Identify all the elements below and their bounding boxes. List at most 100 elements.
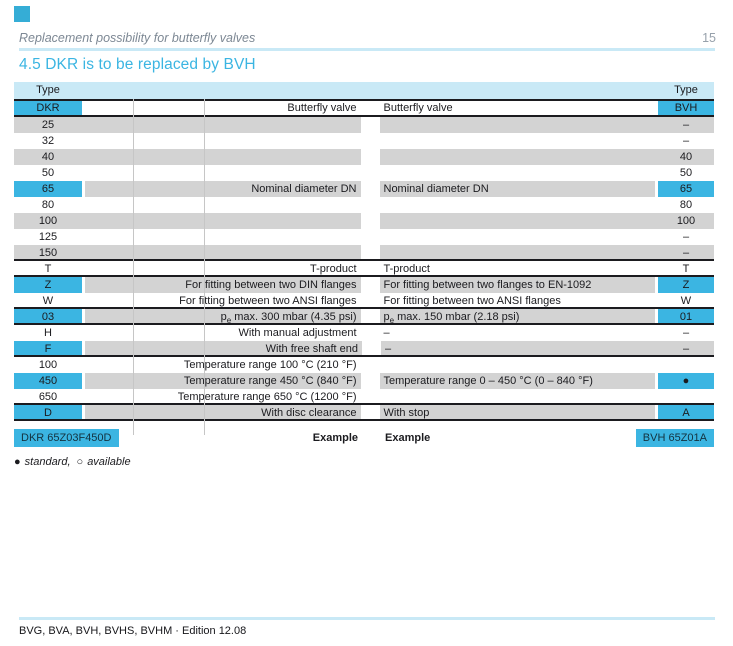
type-label-left: Type: [36, 84, 60, 96]
dkr-code-cell: T: [44, 263, 52, 275]
dkr-description-cell: Nominal diameter DN: [85, 181, 361, 197]
bvh-example-code-badge: BVH 65Z01A: [635, 429, 714, 447]
dkr-description-cell: [82, 149, 361, 165]
dkr-description-cell: For fitting between two ANSI flanges: [179, 295, 357, 307]
dkr-code-cell: 450: [14, 373, 82, 389]
dkr-description-cell: [82, 213, 361, 229]
dkr-code-cell: 65: [14, 181, 82, 197]
desc-text: p: [220, 311, 227, 323]
filled-circle-icon: ●: [14, 456, 21, 468]
table-row: T T-product T-product T: [14, 261, 714, 277]
column-gap: [361, 133, 380, 149]
dkr-code-cell: 650: [38, 391, 58, 403]
dkr-code-cell: 150: [14, 245, 82, 259]
dkr-code-cell: 03: [14, 309, 82, 323]
column-gap: [361, 389, 380, 403]
right-subject-cell: Butterfly valve: [383, 102, 453, 114]
column-gap: [361, 82, 380, 99]
example-label-right: Example: [385, 432, 431, 444]
bvh-description-cell: [380, 389, 659, 403]
bvh-code-cell: Z: [658, 277, 714, 293]
dkr-header-cell: DKR: [14, 101, 82, 115]
empty-cell: [380, 82, 659, 99]
example-label-left: Example: [312, 432, 358, 444]
column-gap: [361, 149, 380, 165]
dkr-description-cell: For fitting between two DIN flanges: [85, 277, 361, 293]
bvh-code-cell: T: [682, 263, 690, 275]
dkr-code-cell: 25: [14, 117, 82, 133]
desc-subscript: e: [389, 316, 395, 323]
bvh-code-cell: 40: [658, 149, 714, 165]
bvh-code-cell: –: [682, 327, 690, 339]
bvh-code-cell: 100: [658, 213, 714, 229]
bvh-code-cell: –: [682, 231, 690, 243]
bvh-description-cell: [379, 245, 658, 259]
dkr-description-cell: With free shaft end: [85, 341, 362, 355]
table-row: 32 –: [14, 133, 714, 149]
dkr-description-cell: Temperature range 450 °C (840 °F): [85, 373, 361, 389]
left-subject-cell: Butterfly valve: [287, 102, 357, 114]
dkr-code-cell: Z: [14, 277, 82, 293]
empty-cell: [82, 82, 361, 99]
column-gap: [361, 229, 380, 245]
table-row: 100 Temperature range 100 °C (210 °F): [14, 357, 714, 373]
dkr-description-cell: [82, 245, 361, 259]
column-gap: [361, 213, 380, 229]
desc-text: p: [383, 311, 390, 323]
dkr-description-cell: [82, 133, 361, 149]
dkr-example-code-badge: DKR 65Z03F450D: [14, 429, 119, 447]
table-row: 03 pe max. 300 mbar (4.35 psi) pe max. 1…: [14, 309, 714, 325]
bvh-code-cell: 01: [658, 309, 714, 323]
bvh-code-cell: –: [658, 117, 714, 133]
example-right-block: Example BVH 65Z01A: [381, 429, 714, 447]
bvh-description-cell: [380, 197, 659, 213]
dkr-description-cell: Temperature range 100 °C (210 °F): [183, 359, 357, 371]
legend-standard-label: standard,: [24, 456, 71, 468]
column-gap: [361, 165, 380, 181]
footer-rule: [19, 617, 715, 620]
section-title: 4.5 DKR is to be replaced by BVH: [19, 56, 256, 73]
bvh-code-cell: A: [658, 405, 714, 419]
example-row: DKR 65Z03F450D Example Example BVH 65Z01…: [14, 429, 714, 447]
column-gap: [361, 357, 380, 373]
table-row: 100 100: [14, 213, 714, 229]
bvh-header-cell: BVH: [658, 101, 714, 115]
table-row: 40 40: [14, 149, 714, 165]
dkr-code-cell: 50: [41, 167, 55, 179]
bvh-description-cell: [380, 133, 659, 149]
column-gap: [361, 293, 380, 307]
dkr-description-cell: T-product: [310, 263, 357, 275]
table-row: H With manual adjustment – –: [14, 325, 714, 341]
bvh-description-cell: [380, 165, 659, 181]
bvh-description-cell: [379, 117, 658, 133]
dkr-code-cell: W: [42, 295, 54, 307]
column-gap: [361, 117, 380, 133]
bvh-code-cell: 80: [679, 199, 693, 211]
dkr-description-cell: [82, 229, 361, 245]
bvh-code-cell: [658, 357, 714, 373]
column-gap: [361, 181, 380, 197]
column-gap: [361, 197, 380, 213]
table-row: W For fitting between two ANSI flanges F…: [14, 293, 714, 309]
bvh-code-cell: W: [680, 295, 692, 307]
table-row: 50 50: [14, 165, 714, 181]
bvh-description-cell: Nominal diameter DN: [379, 181, 655, 197]
bvh-description-cell: Temperature range 0 – 450 °C (0 – 840 °F…: [379, 373, 655, 389]
dkr-description-cell: [82, 117, 361, 133]
legend-available-label: available: [87, 456, 131, 468]
bvh-description-cell: For fitting between two ANSI flanges: [383, 295, 561, 307]
bvh-description-cell: –: [383, 327, 390, 339]
table-row: 125 –: [14, 229, 714, 245]
table-row: 150 –: [14, 245, 714, 261]
column-gap: [361, 277, 380, 293]
example-left-block: DKR 65Z03F450D Example: [14, 429, 362, 447]
table-row: 25 –: [14, 117, 714, 133]
desc-text: max. 150 mbar (2.18 psi): [394, 311, 520, 323]
column-gap: [361, 245, 380, 259]
column-gap: [361, 101, 380, 115]
desc-text: max. 300 mbar (4.35 psi): [231, 311, 357, 323]
dkr-description-cell: [82, 165, 361, 181]
table-type-row: Type Type: [14, 82, 714, 99]
dkr-description-cell: With disc clearance: [85, 405, 361, 419]
